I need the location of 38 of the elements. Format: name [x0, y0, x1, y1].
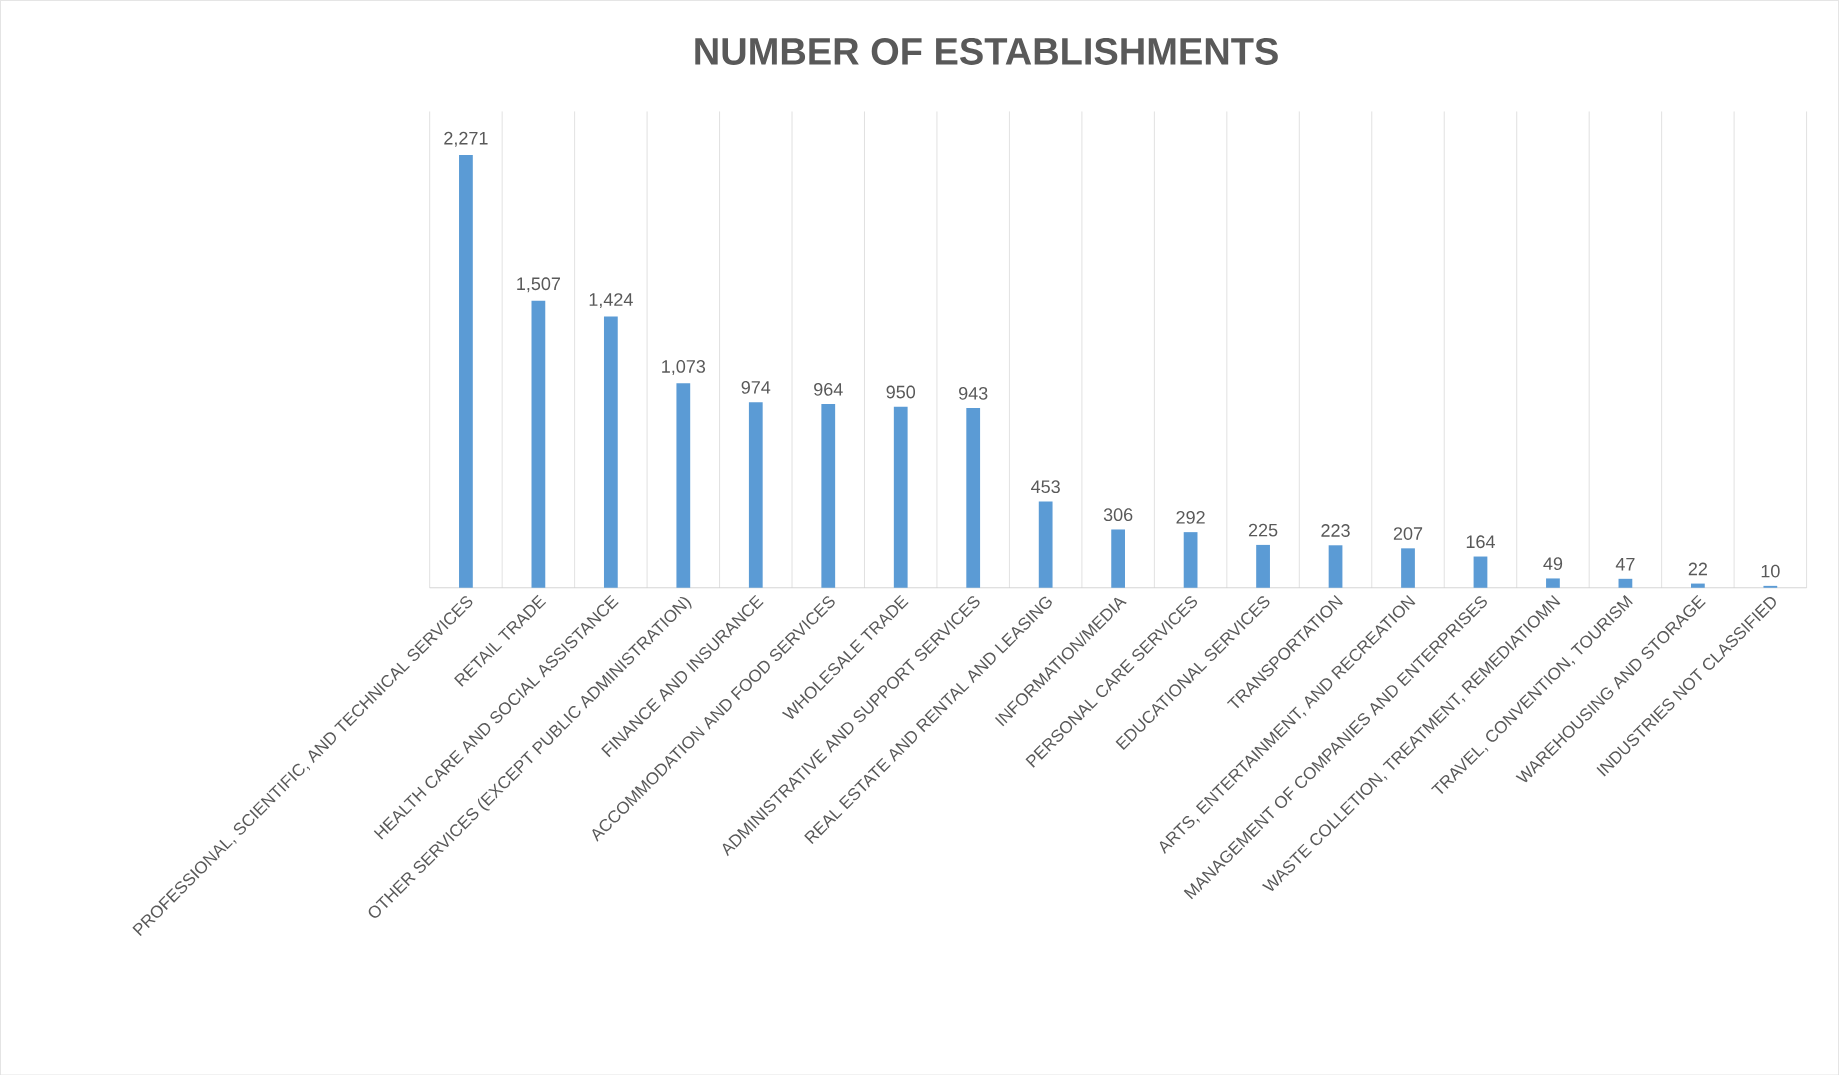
- bar: [966, 407, 981, 588]
- data-label: 2,271: [444, 131, 488, 147]
- data-label: 47: [1615, 557, 1635, 571]
- data-label: 1,073: [662, 359, 706, 375]
- bar: [1691, 583, 1705, 588]
- data-label: 1,424: [589, 292, 633, 308]
- bar: [1328, 545, 1343, 588]
- data-label: 950: [886, 385, 916, 399]
- data-label: 207: [1393, 526, 1423, 540]
- bar: [459, 154, 473, 588]
- bar: [1473, 556, 1488, 588]
- data-label: 223: [1321, 523, 1350, 537]
- data-label: 306: [1103, 508, 1133, 521]
- data-label: 292: [1176, 510, 1205, 524]
- bar: [1111, 529, 1126, 588]
- bar: [1183, 531, 1198, 588]
- bar: [603, 316, 618, 588]
- data-label: 964: [814, 382, 843, 396]
- data-label: 164: [1466, 535, 1495, 548]
- bar: [748, 401, 763, 588]
- data-label: 1,507: [517, 277, 560, 292]
- bar: [531, 300, 546, 588]
- data-label: 225: [1248, 523, 1278, 537]
- data-label: 10: [1761, 564, 1780, 578]
- bar: [821, 403, 836, 588]
- data-label: 974: [741, 380, 771, 394]
- data-label: 943: [959, 386, 988, 400]
- bar: [1546, 578, 1560, 588]
- data-label: 22: [1688, 562, 1707, 575]
- bar: [1038, 501, 1053, 588]
- bar: [1256, 544, 1270, 588]
- bar: [676, 383, 691, 588]
- data-label: 49: [1543, 557, 1563, 570]
- chart-title: NUMBER OF ESTABLISHMENTS: [695, 37, 1278, 65]
- bar: [1401, 548, 1415, 588]
- bar: [893, 406, 908, 588]
- data-label: 453: [1031, 480, 1060, 493]
- bar: [1618, 578, 1633, 588]
